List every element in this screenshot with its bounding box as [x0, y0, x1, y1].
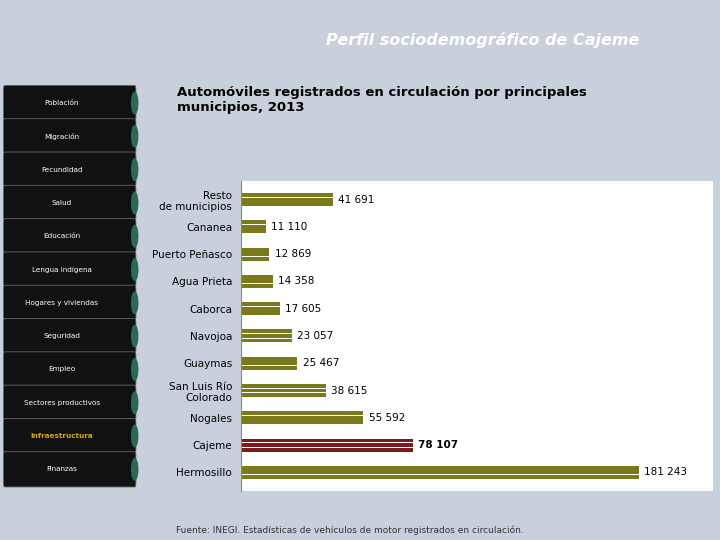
Bar: [241, 256, 269, 261]
Circle shape: [132, 359, 138, 380]
Bar: [241, 334, 292, 338]
Text: Fecundidad: Fecundidad: [41, 167, 83, 173]
Bar: [241, 443, 413, 447]
Bar: [241, 248, 269, 252]
Bar: [241, 438, 413, 442]
Text: Infraestructura: Infraestructura: [30, 433, 94, 439]
Bar: [241, 420, 363, 424]
Bar: [241, 202, 333, 206]
Bar: [241, 366, 297, 370]
Text: Migración: Migración: [45, 133, 79, 140]
Bar: [241, 411, 363, 415]
Text: 14 358: 14 358: [278, 276, 315, 286]
Text: 12 869: 12 869: [275, 249, 311, 259]
Circle shape: [132, 92, 138, 114]
Text: Perfil sociodemográfico de Cajeme: Perfil sociodemográfico de Cajeme: [326, 32, 639, 48]
FancyBboxPatch shape: [4, 418, 136, 454]
Text: Finanzas: Finanzas: [47, 467, 77, 472]
Bar: [241, 252, 269, 256]
Text: 11 110: 11 110: [271, 222, 307, 232]
Text: Hogares y viviendas: Hogares y viviendas: [25, 300, 99, 306]
Bar: [241, 225, 266, 229]
Bar: [241, 280, 273, 284]
Circle shape: [132, 226, 138, 247]
Circle shape: [132, 159, 138, 180]
Bar: [241, 475, 639, 479]
Bar: [241, 466, 639, 470]
Bar: [241, 193, 333, 197]
Circle shape: [132, 426, 138, 447]
Text: 55 592: 55 592: [369, 413, 405, 423]
Bar: [241, 198, 333, 201]
Bar: [241, 302, 280, 306]
Circle shape: [132, 259, 138, 280]
FancyBboxPatch shape: [4, 285, 136, 321]
Bar: [241, 416, 363, 420]
Text: Seguridad: Seguridad: [43, 333, 81, 339]
FancyBboxPatch shape: [4, 152, 136, 187]
Circle shape: [132, 326, 138, 347]
Text: 25 467: 25 467: [302, 358, 339, 368]
Text: Empleo: Empleo: [48, 367, 76, 373]
FancyBboxPatch shape: [4, 85, 136, 120]
Text: 181 243: 181 243: [644, 467, 687, 477]
Bar: [241, 339, 292, 342]
Text: 41 691: 41 691: [338, 194, 374, 205]
FancyBboxPatch shape: [4, 451, 136, 487]
Text: Automóviles registrados en circulación por principales
municipios, 2013: Automóviles registrados en circulación p…: [177, 86, 588, 114]
Bar: [241, 275, 273, 279]
Circle shape: [132, 292, 138, 314]
Bar: [241, 307, 280, 310]
FancyBboxPatch shape: [4, 352, 136, 387]
Bar: [241, 361, 297, 365]
Circle shape: [132, 192, 138, 214]
Bar: [241, 357, 297, 361]
Text: Educación: Educación: [43, 233, 81, 239]
FancyBboxPatch shape: [4, 119, 136, 154]
Bar: [241, 448, 413, 451]
Circle shape: [132, 392, 138, 414]
Bar: [241, 393, 326, 397]
Circle shape: [132, 126, 138, 147]
Bar: [241, 389, 326, 393]
Circle shape: [132, 458, 138, 480]
Bar: [241, 230, 266, 233]
Text: 38 615: 38 615: [331, 386, 368, 395]
FancyBboxPatch shape: [4, 319, 136, 354]
Bar: [241, 384, 326, 388]
Text: 78 107: 78 107: [418, 440, 458, 450]
Bar: [241, 284, 273, 288]
Text: 17 605: 17 605: [285, 303, 322, 314]
Text: Población: Población: [45, 100, 79, 106]
Bar: [241, 311, 280, 315]
FancyBboxPatch shape: [4, 385, 136, 420]
Bar: [241, 470, 639, 474]
Text: Sectores productivos: Sectores productivos: [24, 400, 100, 406]
FancyBboxPatch shape: [4, 219, 136, 254]
Text: Salud: Salud: [52, 200, 72, 206]
Text: Fuente: INEGI. Estadísticas de vehículos de motor registrados en circulación.: Fuente: INEGI. Estadísticas de vehículos…: [176, 525, 524, 535]
Bar: [241, 220, 266, 224]
FancyBboxPatch shape: [4, 252, 136, 287]
Text: Lengua indígena: Lengua indígena: [32, 266, 92, 273]
FancyBboxPatch shape: [4, 185, 136, 221]
Text: 23 057: 23 057: [297, 331, 333, 341]
Bar: [241, 329, 292, 333]
